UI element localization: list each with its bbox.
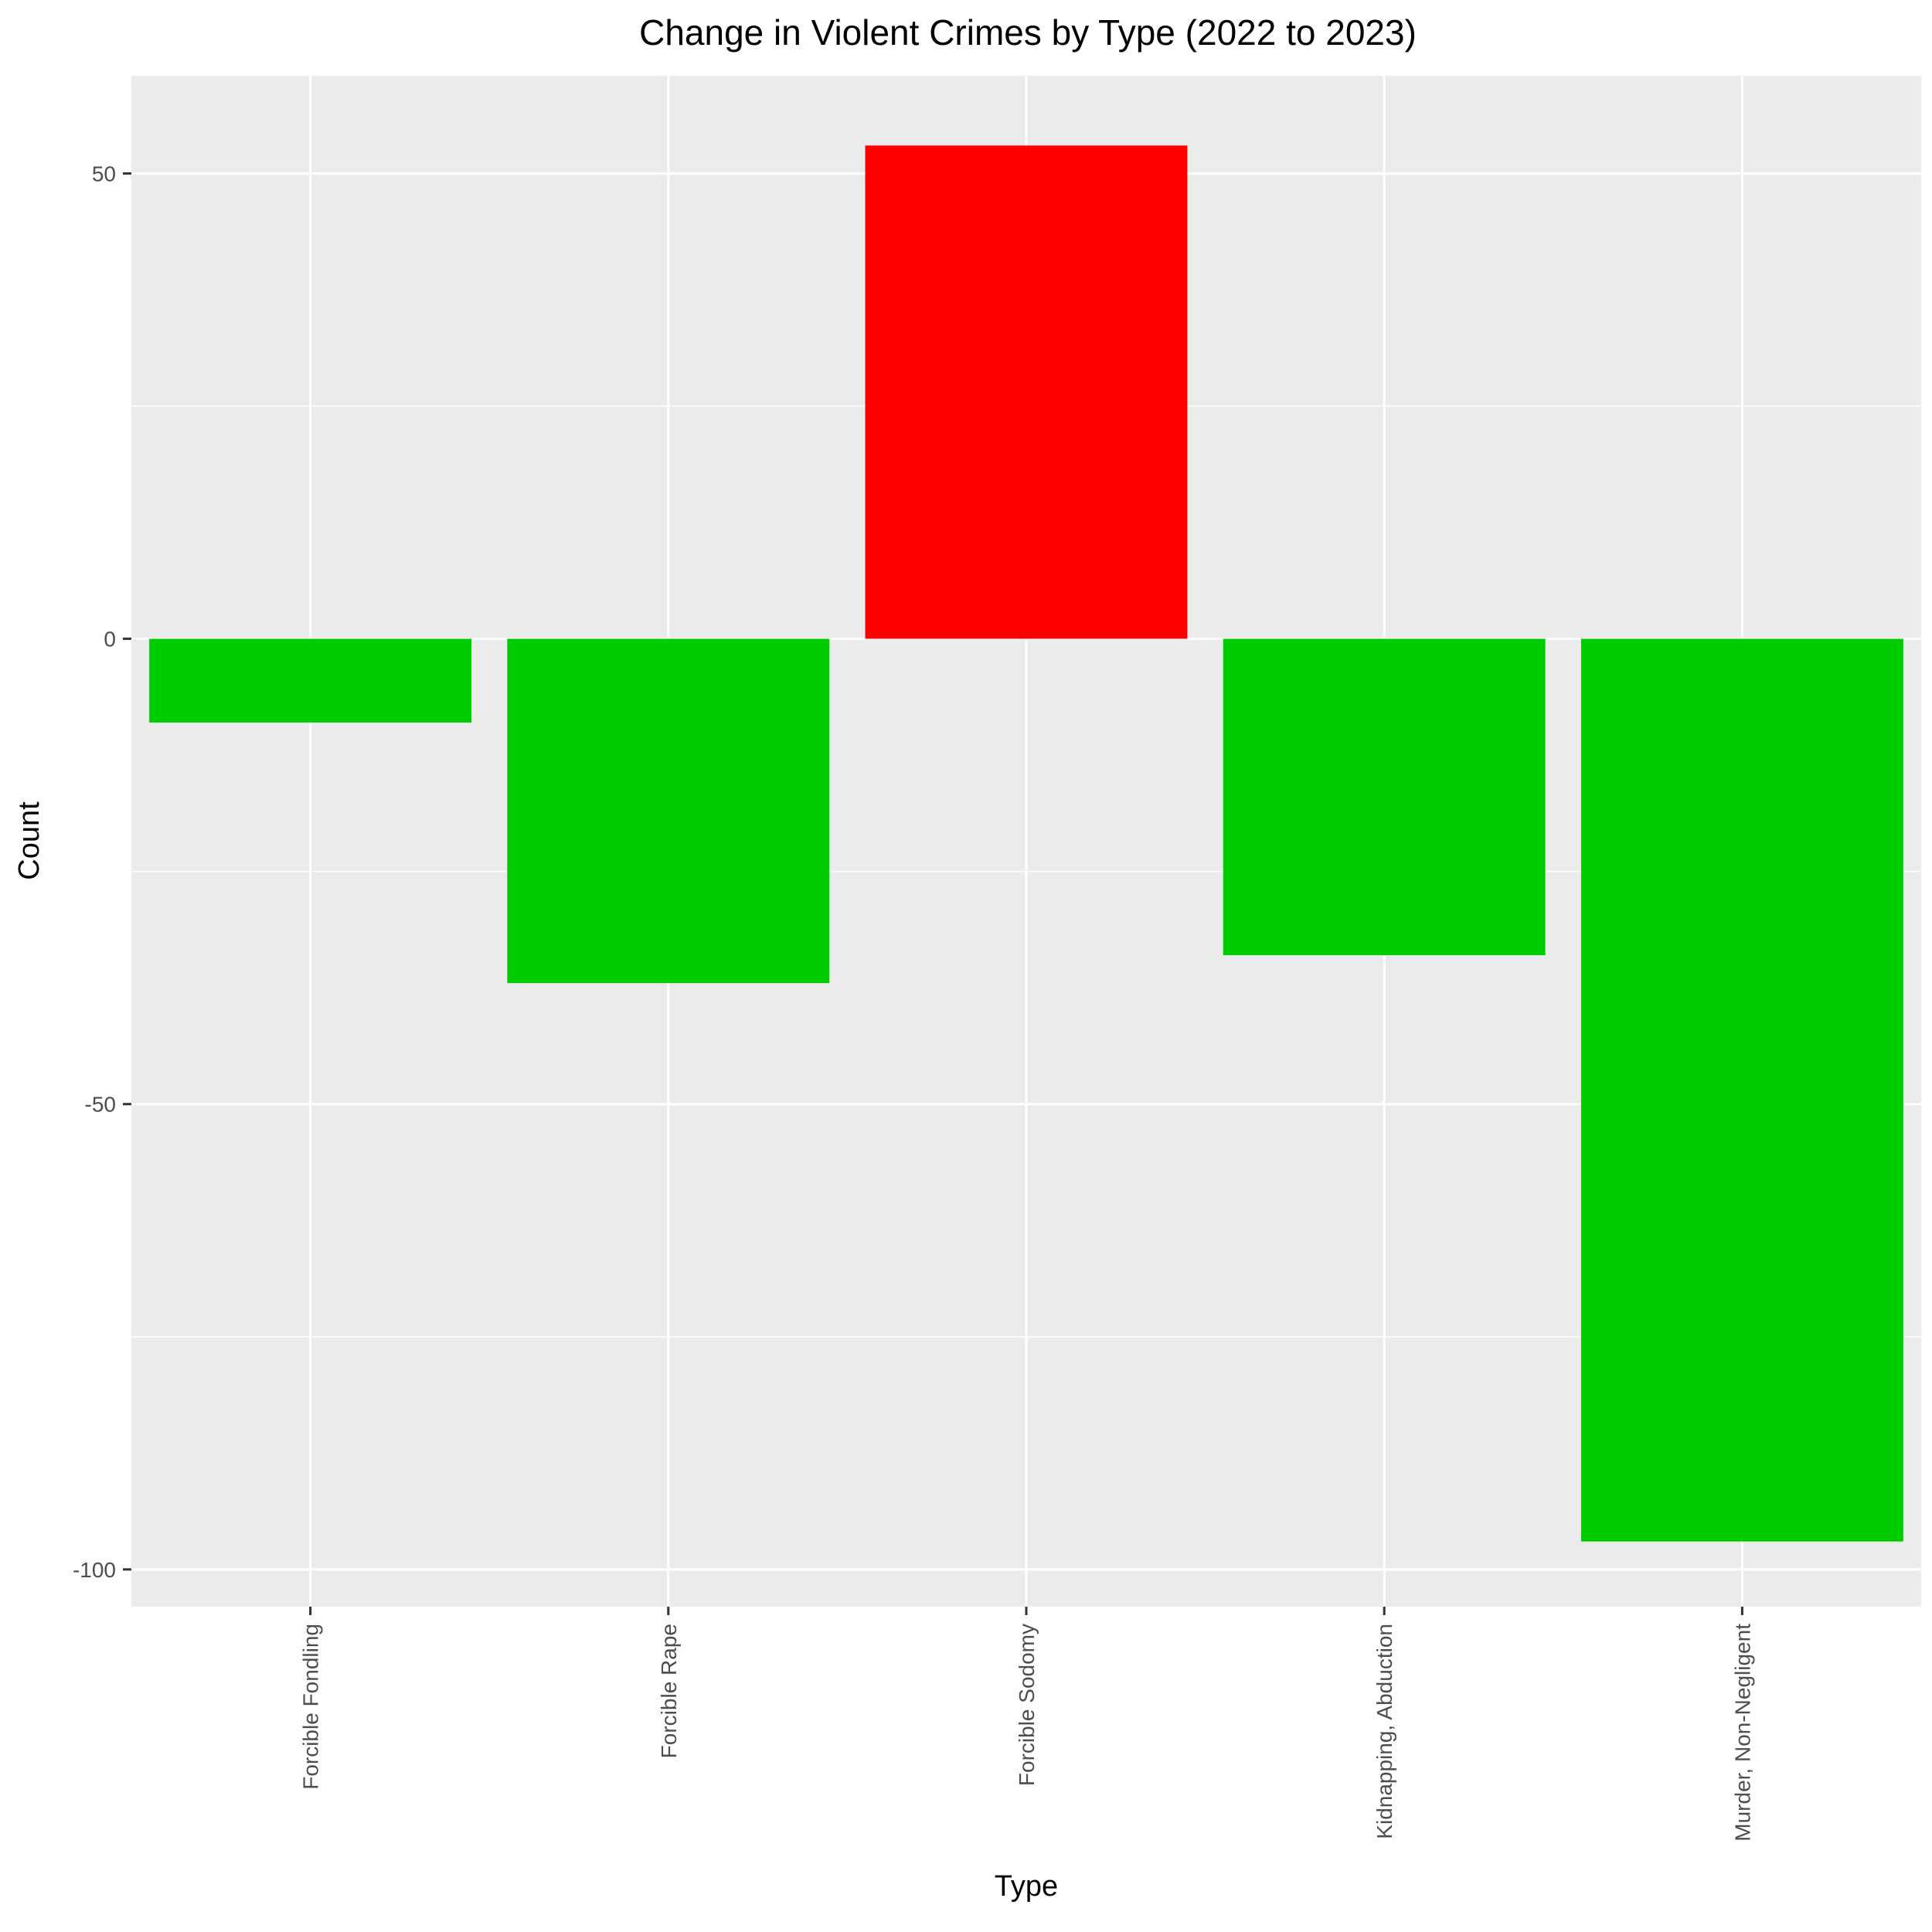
y-tick-label: -50 [85, 1093, 116, 1117]
x-tick-label: Kidnapping, Abduction [1372, 1624, 1396, 1839]
x-tick-label: Forcible Sodomy [1015, 1624, 1039, 1786]
bar-kidnapping-abduction [1223, 638, 1546, 956]
x-tick-label: Murder, Non-Negligent [1730, 1624, 1754, 1842]
y-axis-title: Count [13, 801, 46, 880]
x-tick-label: Forcible Fondling [299, 1624, 323, 1790]
bar-forcible-fondling [149, 638, 472, 723]
bars [149, 145, 1903, 1542]
chart-title: Change in Violent Crimes by Type (2022 t… [639, 12, 1417, 53]
y-axis-ticks: -100 -50 0 50 [73, 162, 131, 1582]
x-axis-title: Type [995, 1870, 1058, 1903]
bar-murder-non-negligent [1580, 638, 1903, 1542]
y-tick-label: 50 [92, 162, 116, 185]
x-axis-ticks: Forcible Fondling Forcible Rape Forcible S… [299, 1607, 1754, 1842]
x-tick-label: Forcible Rape [657, 1624, 681, 1758]
y-tick-label: 0 [104, 628, 116, 651]
bar-forcible-sodomy [865, 145, 1188, 639]
bar-forcible-rape [507, 638, 830, 984]
y-tick-label: -100 [73, 1558, 116, 1582]
